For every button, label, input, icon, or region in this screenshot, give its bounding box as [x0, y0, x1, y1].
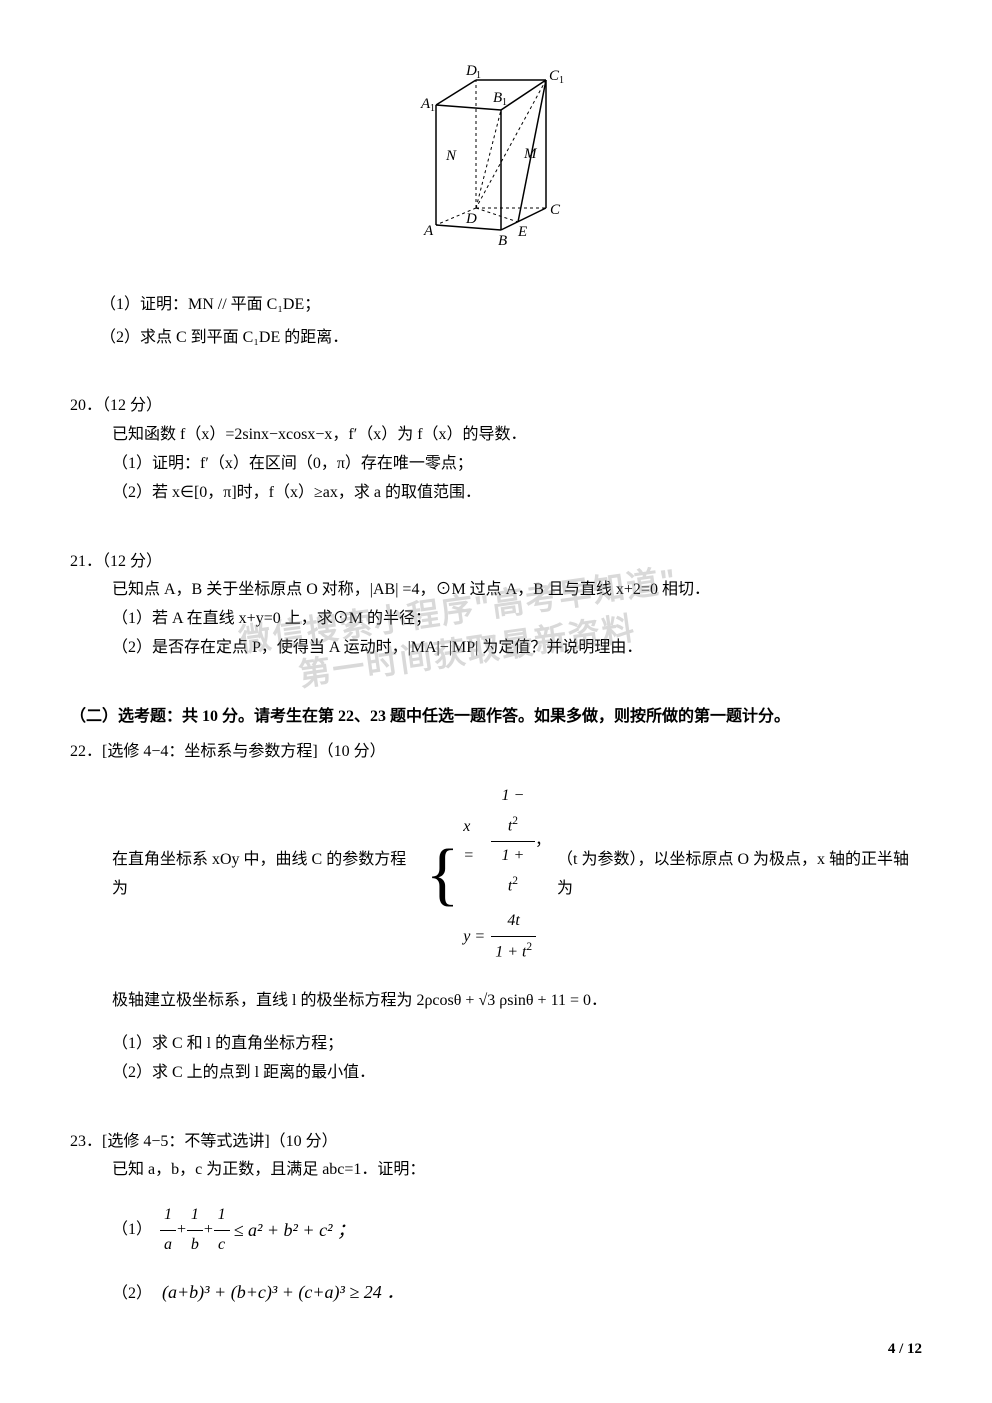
svg-text:A: A	[423, 223, 434, 239]
q20-part2: （2）若 x∈[0，π]时，f（x）≥ax，求 a 的取值范围．	[70, 479, 922, 508]
problem-22: 22．[选修 4−4：坐标系与参数方程]（10 分） 在直角坐标系 xOy 中，…	[70, 738, 922, 1088]
q20-stem: 已知函数 f（x）=2sinx−xcosx−x，f′（x）为 f（x）的导数．	[70, 421, 922, 450]
q19-part1: （1）证明：MN // 平面 C₁DE；	[70, 291, 922, 320]
q22-param-eq: { x = 1 − t2 1 + t2 ， y = 4t 1 + t2	[426, 776, 551, 973]
svg-text:C: C	[550, 202, 561, 218]
left-brace: {	[426, 847, 460, 903]
q21-part2: （2）是否存在定点 P，使得当 A 运动时，|MA|−|MP| 为定值？并说明理…	[70, 634, 922, 663]
q20-header: 20．（12 分）	[70, 392, 922, 421]
q21-stem: 已知点 A，B 关于坐标原点 O 对称，|AB| =4，⊙M 过点 A，B 且与…	[70, 576, 922, 605]
q22-part1: （1）求 C 和 l 的直角坐标方程；	[70, 1030, 922, 1059]
svg-text:1: 1	[502, 97, 507, 108]
svg-text:1: 1	[559, 75, 564, 86]
q22-stem-post: （t 为参数），以坐标原点 O 为极点，x 轴的正半轴为	[557, 846, 922, 904]
q22-polar-line: 极轴建立极坐标系，直线 l 的极坐标方程为 2ρcosθ + √3 ρsinθ …	[70, 987, 922, 1016]
svg-text:B: B	[498, 233, 507, 249]
problem-19-parts: （1）证明：MN // 平面 C₁DE； （2）求点 C 到平面 C₁DE 的距…	[70, 291, 922, 353]
q22-part2: （2）求 C 上的点到 l 距离的最小值．	[70, 1059, 922, 1088]
section2-header: （二）选考题：共 10 分。请考生在第 22、23 题中任选一题作答。如果多做，…	[70, 703, 922, 732]
cube-figure: A 1 B 1 C 1 D 1 A B C D E N M	[70, 60, 922, 261]
q22-header: 22．[选修 4−4：坐标系与参数方程]（10 分）	[70, 738, 922, 767]
q22-stem-line: 在直角坐标系 xOy 中，曲线 C 的参数方程为 { x = 1 − t2 1 …	[70, 776, 922, 973]
cube-svg: A 1 B 1 C 1 D 1 A B C D E N M	[406, 60, 586, 250]
svg-text:1: 1	[430, 103, 435, 114]
svg-text:E: E	[517, 224, 527, 240]
svg-text:M: M	[523, 146, 538, 162]
q23-part1: （1） 1a + 1b + 1c ≤ a² + b² + c² ；	[70, 1201, 922, 1260]
q22-stem-pre: 在直角坐标系 xOy 中，曲线 C 的参数方程为	[112, 846, 420, 904]
q21-header: 21．（12 分）	[70, 548, 922, 577]
q23-stem: 已知 a，b，c 为正数，且满足 abc=1．证明：	[70, 1156, 922, 1185]
svg-text:1: 1	[476, 70, 481, 81]
page-number: 4 / 12	[888, 1336, 922, 1363]
problem-20: 20．（12 分） 已知函数 f（x）=2sinx−xcosx−x，f′（x）为…	[70, 392, 922, 507]
q21-part1: （1）若 A 在直线 x+y=0 上，求⊙M 的半径；	[70, 605, 922, 634]
svg-text:B: B	[493, 90, 502, 106]
q20-part1: （1）证明：f′（x）在区间（0，π）存在唯一零点；	[70, 450, 922, 479]
problem-23: 23．[选修 4−5：不等式选讲]（10 分） 已知 a，b，c 为正数，且满足…	[70, 1128, 922, 1309]
svg-text:D: D	[465, 211, 477, 227]
q19-part2: （2）求点 C 到平面 C₁DE 的距离．	[70, 324, 922, 353]
q23-part2: （2） (a+b)³ + (b+c)³ + (c+a)³ ≥ 24 ．	[70, 1276, 922, 1309]
q23-header: 23．[选修 4−5：不等式选讲]（10 分）	[70, 1128, 922, 1157]
svg-text:N: N	[445, 148, 457, 164]
problem-21: 21．（12 分） 已知点 A，B 关于坐标原点 O 对称，|AB| =4，⊙M…	[70, 548, 922, 663]
